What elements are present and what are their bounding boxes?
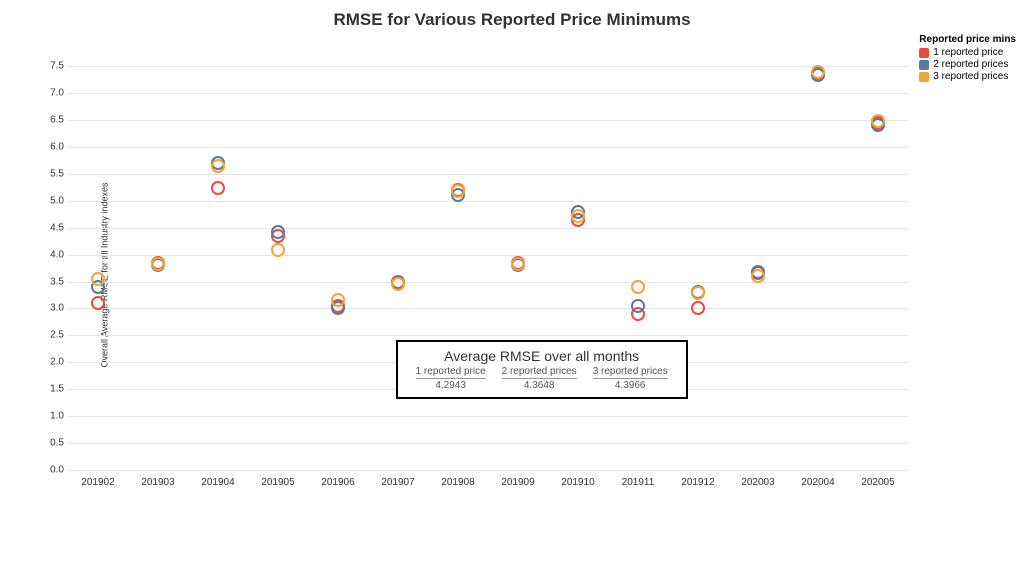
x-tick-label: 202005: [861, 477, 894, 488]
legend-swatch: [919, 60, 929, 70]
legend-swatch: [919, 72, 929, 82]
summary-col-header: 2 reported prices: [502, 366, 577, 379]
gridline: [68, 282, 908, 283]
data-marker: [211, 181, 225, 195]
summary-table: Average RMSE over all months 1 reported p…: [396, 340, 688, 399]
gridline: [68, 443, 908, 444]
summary-col-value: 4.2943: [435, 380, 466, 391]
data-marker: [271, 243, 285, 257]
legend-title: Reported price mins: [919, 34, 1016, 45]
legend: Reported price mins 1 reported price2 re…: [919, 34, 1016, 83]
scatter-plot: Overall Average RMSE for all Industry in…: [48, 50, 908, 500]
legend-item: 2 reported prices: [919, 59, 1016, 70]
x-tick-label: 201906: [321, 477, 354, 488]
data-marker: [451, 184, 465, 198]
x-tick-label: 201903: [141, 477, 174, 488]
y-tick-label: 1.5: [38, 384, 64, 395]
y-tick-label: 2.5: [38, 330, 64, 341]
y-tick-label: 7.0: [38, 88, 64, 99]
data-marker: [151, 257, 165, 271]
gridline: [68, 66, 908, 67]
data-marker: [91, 296, 105, 310]
x-tick-label: 201912: [681, 477, 714, 488]
data-marker: [511, 257, 525, 271]
data-marker: [91, 272, 105, 286]
summary-col-value: 4.3966: [615, 380, 646, 391]
x-tick-label: 201911: [622, 477, 655, 488]
y-tick-label: 4.0: [38, 249, 64, 260]
summary-col-header: 1 reported price: [416, 366, 486, 379]
legend-item: 1 reported price: [919, 47, 1016, 58]
y-tick-label: 5.0: [38, 195, 64, 206]
data-marker: [751, 269, 765, 283]
y-tick-label: 4.5: [38, 222, 64, 233]
y-tick-label: 1.0: [38, 411, 64, 422]
gridline: [68, 228, 908, 229]
legend-label: 2 reported prices: [933, 59, 1008, 70]
data-marker: [331, 293, 345, 307]
gridline: [68, 416, 908, 417]
gridline: [68, 147, 908, 148]
legend-swatch: [919, 48, 929, 58]
y-tick-label: 0.5: [38, 438, 64, 449]
data-marker: [571, 209, 585, 223]
summary-col: 3 reported prices4.3966: [585, 366, 676, 391]
gridline: [68, 93, 908, 94]
legend-label: 1 reported price: [933, 47, 1003, 58]
y-tick-label: 6.5: [38, 114, 64, 125]
legend-item: 3 reported prices: [919, 71, 1016, 82]
data-marker: [811, 65, 825, 79]
gridline: [68, 120, 908, 121]
data-marker: [631, 280, 645, 294]
data-marker: [211, 159, 225, 173]
x-tick-label: 201904: [201, 477, 234, 488]
y-tick-label: 7.5: [38, 61, 64, 72]
summary-col: 2 reported prices4.3648: [494, 366, 585, 391]
x-tick-label: 202004: [801, 477, 834, 488]
y-tick-label: 3.0: [38, 303, 64, 314]
gridline: [68, 308, 908, 309]
gridline: [68, 174, 908, 175]
legend-label: 3 reported prices: [933, 71, 1008, 82]
x-tick-label: 202003: [741, 477, 774, 488]
data-marker: [271, 225, 285, 239]
data-marker: [691, 286, 705, 300]
summary-col: 1 reported price4.2943: [408, 366, 494, 391]
gridline: [68, 255, 908, 256]
chart-title: RMSE for Various Reported Price Minimums: [0, 0, 1024, 30]
x-tick-label: 201905: [261, 477, 294, 488]
data-marker: [691, 301, 705, 315]
gridline: [68, 201, 908, 202]
summary-col-header: 3 reported prices: [593, 366, 668, 379]
data-marker: [631, 299, 645, 313]
x-tick-label: 201909: [501, 477, 534, 488]
gridline: [68, 470, 908, 471]
y-tick-label: 5.5: [38, 168, 64, 179]
data-marker: [391, 277, 405, 291]
y-tick-label: 2.0: [38, 357, 64, 368]
data-marker: [871, 114, 885, 128]
y-tick-label: 0.0: [38, 465, 64, 476]
x-tick-label: 201910: [561, 477, 594, 488]
gridline: [68, 335, 908, 336]
y-tick-label: 6.0: [38, 141, 64, 152]
y-tick-label: 3.5: [38, 276, 64, 287]
summary-col-value: 4.3648: [524, 380, 555, 391]
x-tick-label: 201902: [81, 477, 114, 488]
x-tick-label: 201908: [441, 477, 474, 488]
x-tick-label: 201907: [381, 477, 414, 488]
summary-table-title: Average RMSE over all months: [408, 348, 676, 364]
summary-table-body: 1 reported price4.29432 reported prices4…: [408, 366, 676, 391]
